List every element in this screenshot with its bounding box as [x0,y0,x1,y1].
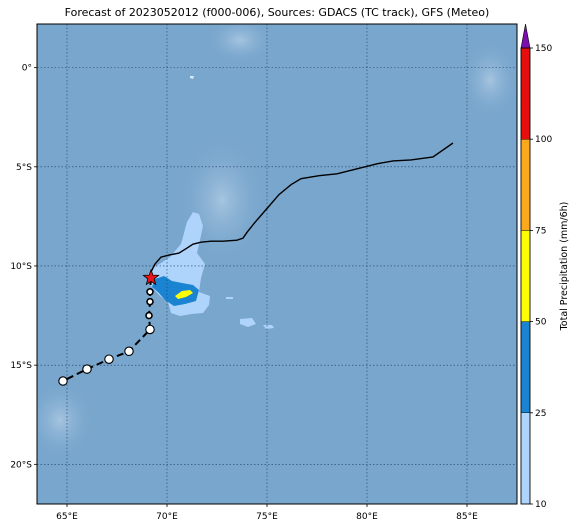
cloud-texture [205,24,275,65]
cloud-texture [37,380,95,460]
y-tick-label: 10°S [10,262,32,272]
x-tick-label: 65°E [56,512,78,522]
forecast-point-marker [82,364,92,374]
colorbar-extend-triangle [520,23,531,49]
y-tick-label: 20°S [10,460,32,470]
colorbar-tick-label: 150 [535,44,552,54]
colorbar-label: Total Precipitation (mm/6h) [559,202,570,332]
forecast-point-marker [145,311,153,320]
colorbar-segment [520,321,531,414]
y-axis-ticks: 0° 5°S 10°S 15°S 20°S [10,64,37,470]
x-tick-label: 85°E [456,512,478,522]
colorbar: 10 25 50 75 100 150 Total Precipitation (mm/6… [520,23,570,510]
colorbar-segment [520,230,531,322]
precip-area-light [240,318,256,327]
precip-area-light [263,325,274,329]
colorbar-frame [520,47,531,505]
observed-track-line [150,142,454,278]
colorbar-tick-label: 50 [535,318,547,328]
precipitation-field [147,76,274,329]
colorbar-segment [520,412,531,505]
forecast-point-marker [58,376,68,386]
x-axis-ticks: 65°E 70°E 75°E 80°E 85°E [56,504,478,522]
colorbar-tick-label: 10 [535,500,547,510]
precip-area-light [226,297,233,299]
y-tick-label: 5°S [16,163,32,173]
y-tick-label: 0° [22,64,32,74]
colorbar-segments [520,47,531,505]
colorbar-tick-label: 25 [535,409,546,419]
colorbar-segment [520,47,531,140]
colorbar-tick-label: 75 [535,226,546,236]
x-tick-label: 70°E [156,512,178,522]
x-tick-label: 80°E [356,512,378,522]
map-frame [36,23,518,505]
map-grid [37,24,517,504]
map-area [37,24,517,504]
forecast-point-marker [145,324,155,335]
precip-area-heavy [175,290,193,299]
forecast-points [58,287,155,386]
y-tick-label: 15°S [10,361,32,371]
cloud-texture [460,40,517,120]
colorbar-tick-label: 100 [535,135,552,145]
precip-area-light [190,76,194,79]
current-position-star-icon [142,268,160,286]
forecast-point-marker [104,354,114,364]
colorbar-ticks: 10 25 50 75 100 150 [530,44,552,510]
map-title: Forecast of 2023052012 (f000-006), Sourc… [64,6,490,19]
ocean-background [37,24,517,504]
precip-area-medium [152,276,199,306]
forecast-point-marker [146,297,154,306]
colorbar-segment [520,138,531,231]
forecast-point-marker [146,287,154,296]
forecast-point-marker [124,346,134,357]
x-tick-label: 75°E [256,512,278,522]
